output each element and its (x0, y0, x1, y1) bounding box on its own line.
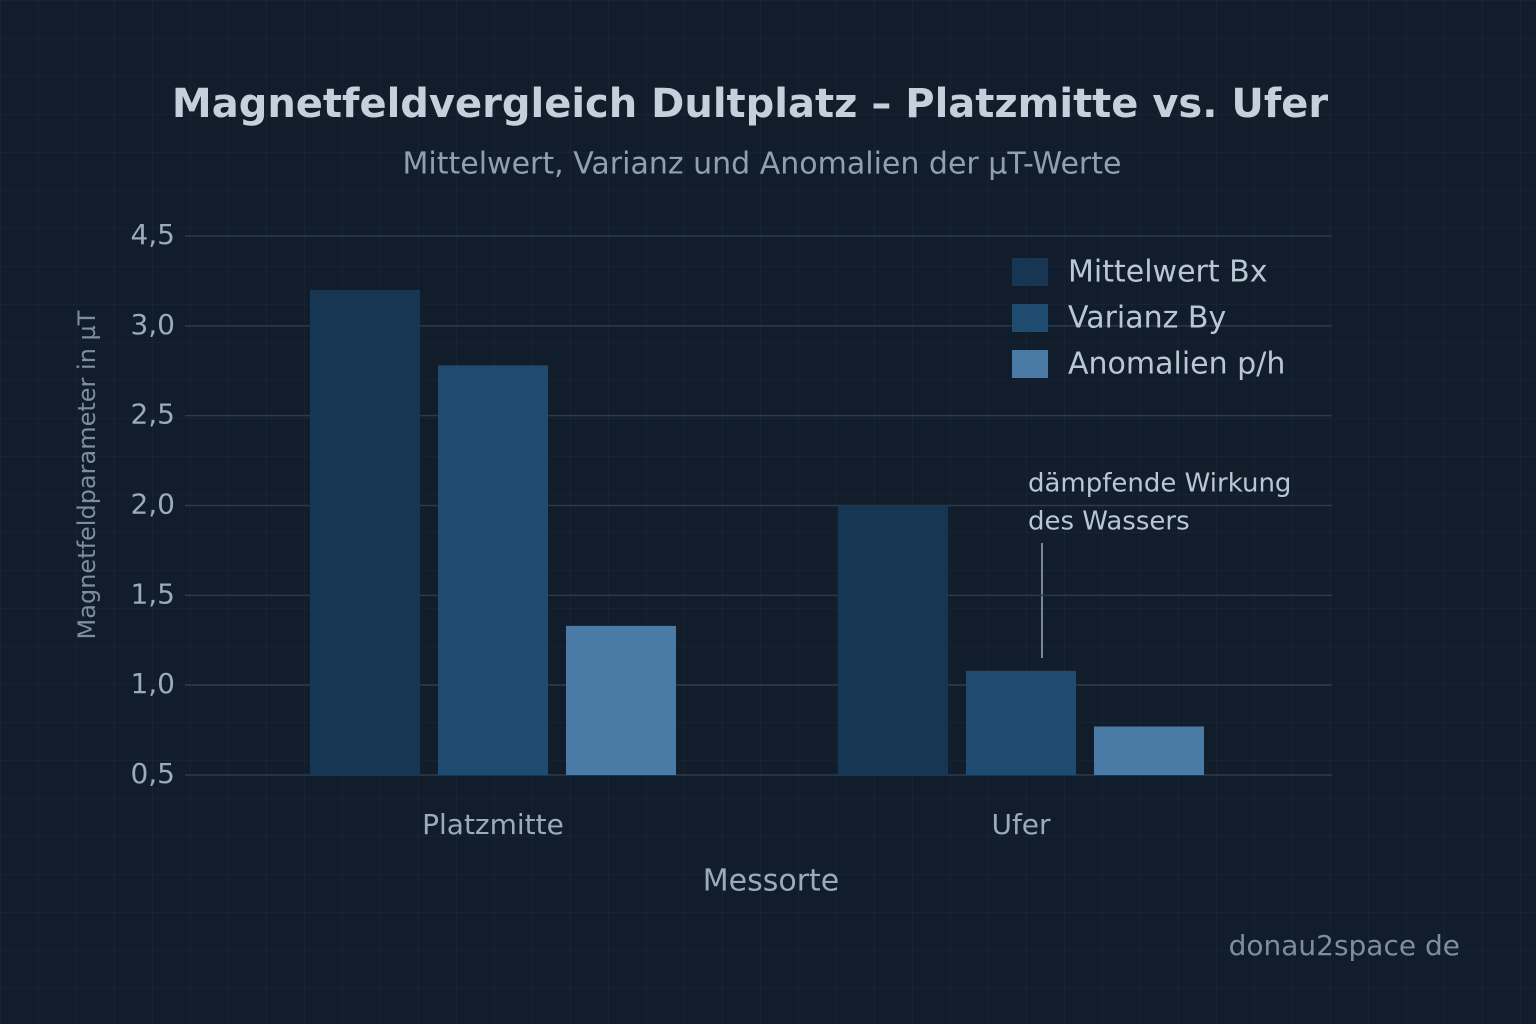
y-tick-label: 1,0 (130, 667, 175, 700)
legend-label: Mittelwert Bx (1068, 255, 1268, 290)
y-tick-label: 1,5 (130, 577, 175, 610)
x-tick-label: Platzmitte (422, 808, 564, 841)
chart-subtitle: Mittelwert, Varianz und Anomalien der µT… (403, 147, 1122, 182)
footer: donau2space de (1229, 929, 1460, 962)
y-tick-label: 2,0 (130, 488, 175, 521)
x-tick-label: Ufer (991, 808, 1051, 841)
bar (566, 625, 676, 775)
y-tick-label: 0,5 (130, 757, 175, 790)
legend-label: Varianz By (1068, 301, 1226, 336)
chart-title: Magnetfeldvergleich Dultplatz – Platzmit… (172, 81, 1328, 127)
y-tick-label: 3,0 (130, 308, 175, 341)
x-axis-label: Messorte (703, 864, 840, 899)
legend-swatch (1012, 304, 1048, 332)
legend-swatch (1012, 350, 1048, 378)
y-axis-label: Magnetfeldparameter in µT (73, 310, 101, 639)
legend-swatch (1012, 258, 1048, 286)
bar (1094, 726, 1204, 775)
bar (310, 289, 420, 775)
annotation: dämpfende Wirkung (1028, 469, 1291, 499)
bar (966, 670, 1076, 775)
annotation: des Wassers (1028, 507, 1190, 537)
bar (838, 505, 948, 775)
bar (438, 365, 548, 775)
y-tick-label: 2,5 (130, 398, 175, 431)
y-tick-label: 4,5 (130, 218, 175, 251)
legend-label: Anomalien p/h (1068, 347, 1285, 382)
